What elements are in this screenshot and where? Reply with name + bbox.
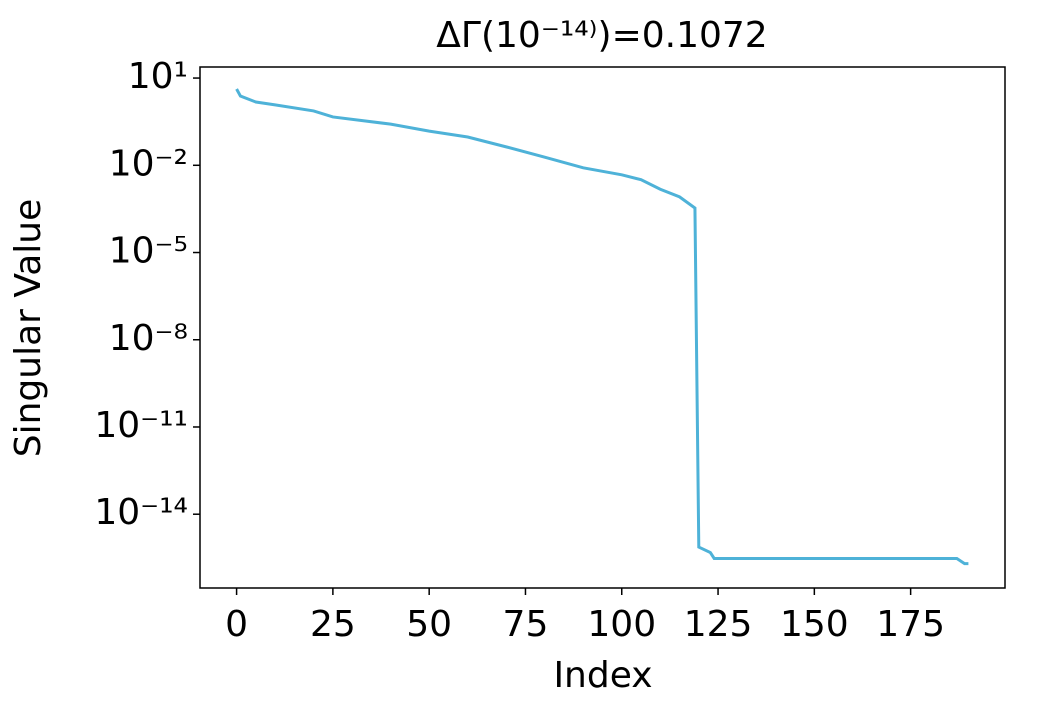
x-tick-label: 150 <box>780 604 849 645</box>
x-tick-label: 125 <box>684 604 753 645</box>
data-line <box>235 88 969 566</box>
y-tick-label: 10⁻¹⁴ <box>94 492 188 533</box>
y-tick-label: 10¹ <box>128 56 188 97</box>
y-tick-label: 10⁻⁸ <box>109 318 188 359</box>
x-tick-label: 50 <box>406 604 452 645</box>
y-axis-label: Singular Value <box>8 199 49 458</box>
x-tick-label: 75 <box>503 604 549 645</box>
chart-title: ΔΓ(10⁻¹⁴⁾)=0.1072 <box>436 15 767 56</box>
plot-frame <box>199 66 1006 589</box>
x-tick-label: 0 <box>225 604 248 645</box>
x-tick-label: 100 <box>587 604 656 645</box>
y-tick-label: 10⁻⁵ <box>109 231 188 272</box>
y-tick-label: 10⁻¹¹ <box>94 405 188 446</box>
y-tick-label: 10⁻² <box>109 143 188 184</box>
x-tick-label: 25 <box>310 604 356 645</box>
x-axis-label: Index <box>553 655 652 696</box>
x-tick-label: 175 <box>876 604 945 645</box>
